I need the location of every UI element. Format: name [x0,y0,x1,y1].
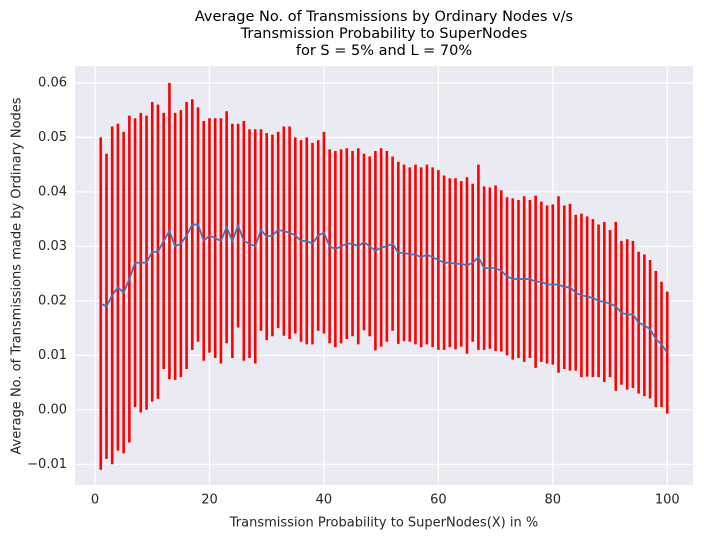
y-tick-label: 0.06 [38,75,67,90]
x-axis-label: Transmission Probability to SuperNodes(X… [229,516,538,531]
x-tick-label: 100 [655,493,680,508]
x-tick-label: 20 [201,493,218,508]
y-tick-label: 0.02 [38,293,67,308]
y-tick-label: −0.01 [27,457,67,472]
chart-title: Transmission Probability to SuperNodes [240,26,528,42]
plot-area [75,66,693,485]
x-tick-label: 40 [316,493,333,508]
y-tick-label: 0.00 [38,402,67,417]
y-tick-label: 0.01 [38,348,67,363]
x-tick-label: 0 [91,493,99,508]
chart-title: Average No. of Transmissions by Ordinary… [195,9,573,25]
y-axis-label: Average No. of Transmissions made by Ord… [10,97,25,454]
y-tick-label: 0.05 [38,130,67,145]
x-tick-label: 60 [430,493,447,508]
line [100,223,668,354]
y-tick-label: 0.04 [38,184,67,199]
chart-title: for S = 5% and L = 70% [296,43,472,59]
x-tick-label: 80 [545,493,562,508]
y-tick-label: 0.03 [38,239,67,254]
